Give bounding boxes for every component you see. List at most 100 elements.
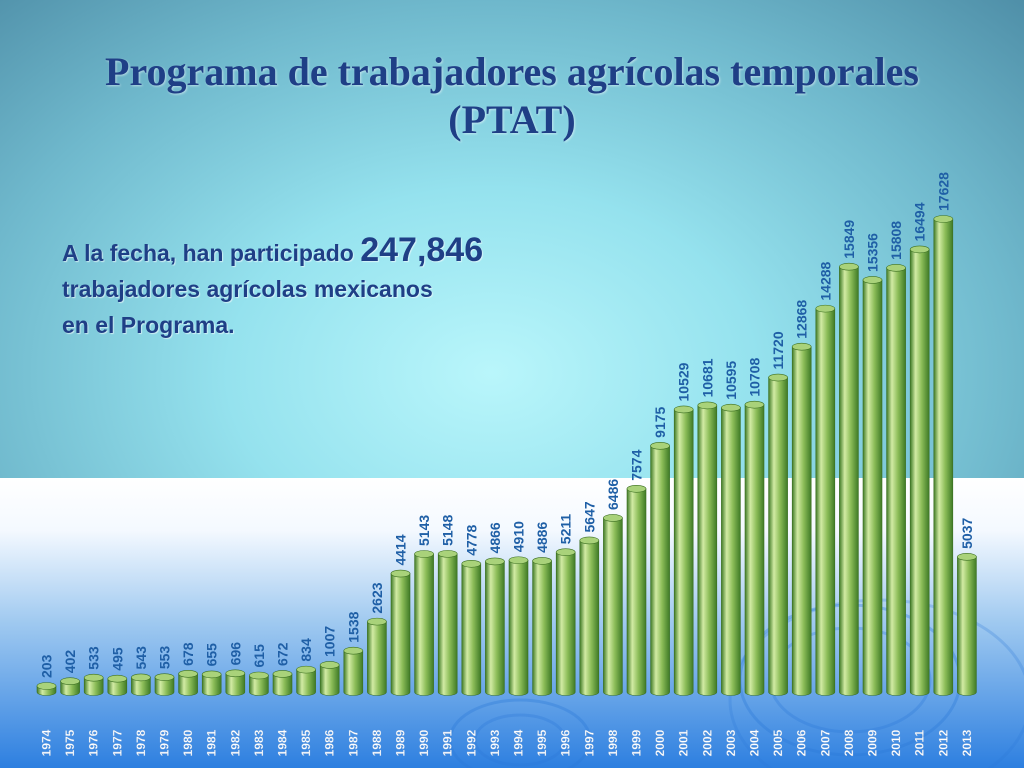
bar-value-label: 203 <box>39 654 55 678</box>
year-tick-label: 1981 <box>205 729 219 756</box>
bar <box>862 276 883 696</box>
bar <box>319 661 340 696</box>
bar-value-label: 672 <box>275 642 291 666</box>
bar <box>768 373 788 696</box>
year-tick-label: 1986 <box>323 729 337 756</box>
bar-value-label: 5211 <box>558 514 574 545</box>
bar <box>744 400 765 696</box>
summary-text-line2: trabajadores agrícolas mexicanos <box>62 276 433 302</box>
year-tick-label: 2000 <box>653 729 667 756</box>
year-tick-label: 1989 <box>394 729 408 756</box>
bar-value-label: 4886 <box>534 522 550 553</box>
bar <box>343 646 364 696</box>
bar <box>673 405 694 696</box>
bar <box>461 559 482 696</box>
summary-text-line3: en el Programa. <box>62 312 235 338</box>
bar <box>390 569 411 696</box>
slide-title: Programa de trabajadores agrícolas tempo… <box>105 49 919 142</box>
year-tick-label: 1997 <box>582 729 596 756</box>
bar-value-label: 834 <box>298 638 314 662</box>
year-tick-label: 1980 <box>181 729 195 756</box>
year-tick-label: 2012 <box>936 729 950 756</box>
year-tick-label: 2013 <box>960 729 974 756</box>
bar-value-label: 10595 <box>723 361 739 400</box>
bar-value-label: 696 <box>227 642 243 666</box>
year-tick-label: 1982 <box>228 729 242 756</box>
year-tick-label: 2001 <box>677 729 691 756</box>
bar <box>178 670 198 696</box>
year-tick-label: 1976 <box>87 729 101 756</box>
bar-value-label: 5143 <box>416 515 432 546</box>
bar-value-label: 402 <box>62 650 78 674</box>
year-tick-label: 1984 <box>276 729 290 756</box>
bar-value-label: 10708 <box>747 358 763 397</box>
summary-text: A la fecha, han participado 247,846 trab… <box>62 232 622 343</box>
year-tick-label: 1999 <box>630 729 644 756</box>
year-tick-label: 2010 <box>889 729 903 756</box>
bar <box>272 670 293 696</box>
bar-value-label: 16494 <box>912 202 928 241</box>
bar <box>626 484 647 696</box>
bar <box>886 264 906 696</box>
bar-value-label: 1007 <box>322 626 338 657</box>
year-tick-label: 1996 <box>559 729 573 756</box>
year-tick-label: 2009 <box>866 729 880 756</box>
bar-value-label: 615 <box>251 644 267 668</box>
bar <box>933 215 954 696</box>
year-tick-label: 1988 <box>370 729 384 756</box>
year-tick-label: 1993 <box>488 729 502 756</box>
bar <box>437 550 458 696</box>
total-workers-count: 247,846 <box>360 231 484 269</box>
year-tick-label: 2003 <box>724 729 738 756</box>
year-tick-label: 1992 <box>464 729 478 756</box>
bar-value-label: 12868 <box>794 300 810 339</box>
bar <box>909 245 930 696</box>
bar-value-label: 5647 <box>581 501 597 532</box>
bar-value-label: 553 <box>157 646 173 670</box>
bar <box>367 617 387 696</box>
year-tick-label: 1979 <box>158 729 172 756</box>
bar <box>485 557 505 696</box>
bar-value-label: 15849 <box>841 220 857 259</box>
year-tick-label: 2007 <box>818 729 832 756</box>
bar-value-label: 543 <box>133 646 149 670</box>
bar <box>414 550 434 696</box>
year-tick-label: 1998 <box>606 729 620 756</box>
bar-value-label: 14288 <box>817 261 833 300</box>
bar-value-label: 655 <box>204 643 220 667</box>
bar <box>508 556 529 696</box>
bar-value-label: 4414 <box>393 534 409 565</box>
bar-value-label: 10681 <box>699 358 715 397</box>
year-tick-label: 2006 <box>795 729 809 756</box>
bar <box>579 536 600 696</box>
bar <box>225 669 246 696</box>
bar <box>36 682 57 696</box>
bar-value-label: 1538 <box>345 611 361 642</box>
bar <box>721 403 741 696</box>
bar-value-label: 5148 <box>440 515 456 546</box>
bar <box>201 670 222 696</box>
year-tick-label: 1975 <box>63 729 77 756</box>
bar <box>815 304 836 696</box>
bar-value-label: 10529 <box>676 362 692 401</box>
bar-value-label: 9175 <box>652 406 668 437</box>
year-tick-label: 1977 <box>110 729 124 756</box>
bar-value-label: 11720 <box>770 331 786 369</box>
bar <box>296 665 316 696</box>
bar-value-label: 2623 <box>369 582 385 613</box>
bar <box>131 673 151 696</box>
bar-value-label: 6486 <box>605 479 621 510</box>
bar-value-label: 4866 <box>487 522 503 553</box>
bar <box>791 342 812 696</box>
bar <box>697 401 718 696</box>
year-tick-label: 1978 <box>134 729 148 756</box>
bar <box>839 262 859 696</box>
year-tick-label: 1974 <box>40 729 54 756</box>
year-tick-label: 1990 <box>417 729 431 756</box>
bar-value-label: 495 <box>109 647 125 671</box>
bar <box>60 677 80 696</box>
year-tick-label: 1985 <box>299 729 313 756</box>
bar-value-label: 5037 <box>959 517 975 548</box>
bar <box>957 553 977 696</box>
